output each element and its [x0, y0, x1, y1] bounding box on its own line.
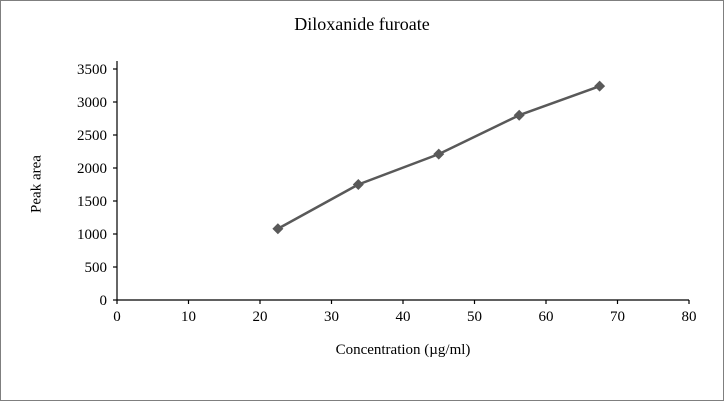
- data-point-marker: [272, 223, 284, 235]
- data-point-marker: [513, 109, 525, 121]
- data-point-marker: [433, 148, 445, 160]
- x-tick-label: 70: [610, 309, 625, 325]
- x-tick-label: 60: [539, 309, 554, 325]
- x-tick-label: 80: [682, 309, 697, 325]
- y-tick-label: 1500: [77, 194, 107, 210]
- x-tick-label: 30: [324, 309, 339, 325]
- y-tick-label: 3500: [77, 62, 107, 78]
- x-tick-label: 0: [113, 309, 121, 325]
- y-tick-label: 2500: [77, 128, 107, 144]
- x-tick-label: 50: [467, 309, 482, 325]
- data-point-marker: [594, 80, 606, 92]
- x-tick-label: 40: [396, 309, 411, 325]
- y-tick-label: 2000: [77, 161, 107, 177]
- y-tick-label: 500: [85, 260, 108, 276]
- y-tick-label: 3000: [77, 95, 107, 111]
- x-tick-label: 10: [181, 309, 196, 325]
- chart-title: Diloxanide furoate: [294, 14, 430, 34]
- y-axis-label: Peak area: [28, 155, 45, 213]
- data-point-marker: [352, 179, 364, 190]
- y-tick-label: 1000: [77, 227, 107, 243]
- y-tick-label: 0: [100, 293, 108, 309]
- x-tick-label: 20: [253, 309, 268, 325]
- x-axis-label: Concentration (µg/ml): [335, 342, 471, 358]
